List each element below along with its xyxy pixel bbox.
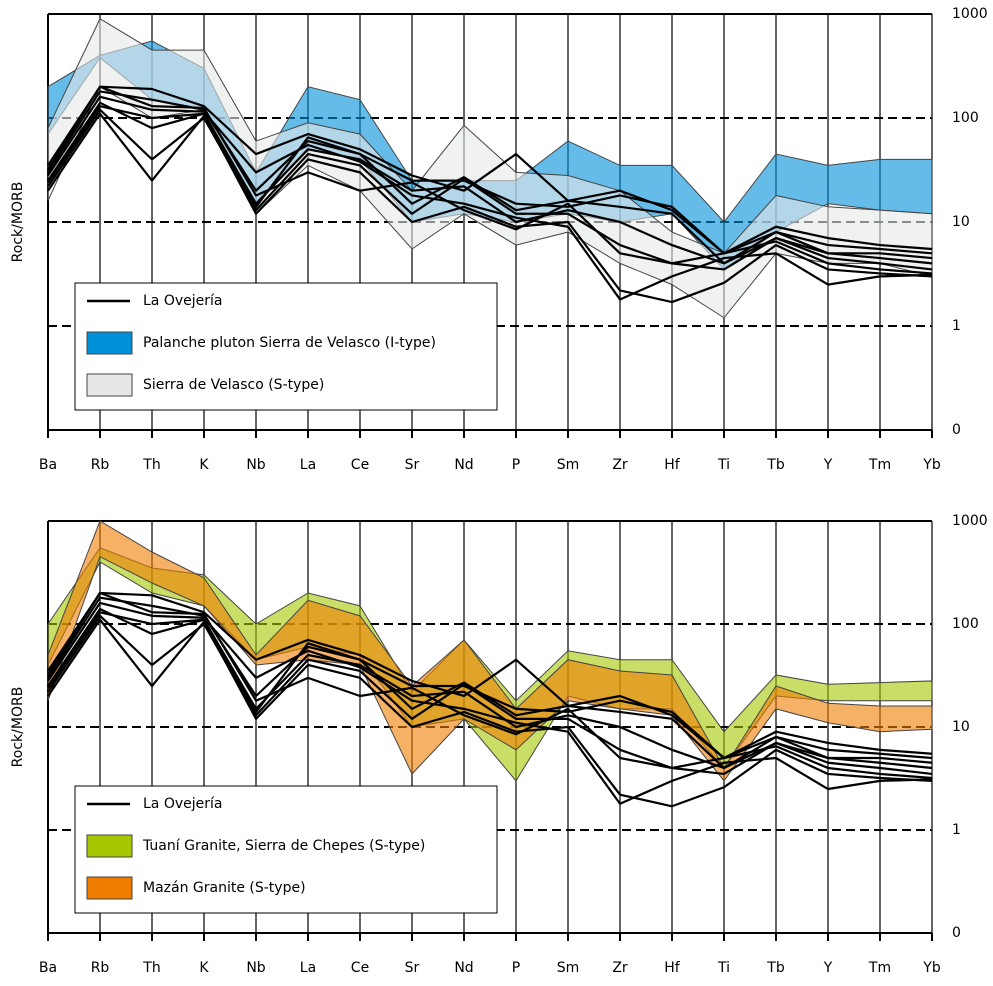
- sample-line: [47, 611, 933, 770]
- legend-swatch: [86, 834, 133, 858]
- sample-line: [47, 105, 933, 265]
- x-tick-label: Tm: [868, 960, 891, 976]
- x-tick-label: P: [512, 960, 520, 976]
- x-tick-label: Nb: [246, 457, 265, 473]
- x-tick-label: Zr: [612, 457, 628, 473]
- y-tick-label: 0: [952, 925, 961, 941]
- x-tick-label: K: [199, 960, 209, 976]
- sample-line: [47, 95, 933, 301]
- x-tick-label: Nb: [246, 960, 265, 976]
- x-tick-label: Tb: [766, 457, 785, 473]
- sample-line: [47, 591, 933, 780]
- x-tick-label: Hf: [664, 960, 681, 976]
- x-tick-label: Nd: [454, 960, 473, 976]
- legend-label: La Ovejería: [143, 293, 222, 309]
- sample-line: [47, 112, 933, 304]
- y-axis-label: Rock/MORB: [10, 182, 26, 263]
- y-tick-label: 1000: [952, 513, 988, 529]
- sample-line: [47, 85, 933, 255]
- legend-label: La Ovejería: [143, 796, 222, 812]
- x-tick-label: Rb: [91, 457, 110, 473]
- x-tick-label: Sr: [405, 457, 420, 473]
- y-tick-label: 1: [952, 822, 961, 838]
- legend-label: Sierra de Velasco (S-type): [143, 377, 324, 393]
- legend-label: Palanche pluton Sierra de Velasco (I-typ…: [143, 335, 436, 351]
- x-tick-label: K: [199, 457, 209, 473]
- x-tick-label: Y: [823, 960, 833, 976]
- legend-box: [74, 785, 498, 914]
- x-tick-label: Ce: [351, 960, 369, 976]
- legend-swatch: [86, 331, 133, 355]
- sample-line: [47, 618, 933, 808]
- x-tick-label: Ba: [39, 960, 57, 976]
- x-tick-label: Y: [823, 457, 833, 473]
- legend-label: Tuaní Granite, Sierra de Chepes (S-type): [142, 838, 425, 854]
- x-tick-label: Sm: [557, 960, 580, 976]
- y-tick-label: 1000: [952, 6, 988, 22]
- legend-label: Mazán Granite (S-type): [143, 880, 306, 896]
- x-tick-label: Yb: [922, 960, 941, 976]
- legend-box: [74, 282, 498, 411]
- x-tick-label: Th: [142, 960, 160, 976]
- legend-swatch: [86, 876, 133, 900]
- legend-swatch: [86, 373, 133, 397]
- y-tick-label: 100: [952, 110, 979, 126]
- y-tick-label: 10: [952, 719, 970, 735]
- y-tick-label: 100: [952, 616, 979, 632]
- sample-line: [47, 591, 933, 760]
- x-tick-label: Nd: [454, 457, 473, 473]
- x-tick-label: Zr: [612, 960, 628, 976]
- y-tick-label: 0: [952, 422, 961, 438]
- x-tick-label: Hf: [664, 457, 681, 473]
- x-tick-label: Tb: [766, 960, 785, 976]
- x-tick-label: Th: [142, 457, 160, 473]
- y-tick-label: 10: [952, 214, 970, 230]
- sample-line: [47, 85, 933, 275]
- x-tick-label: Tm: [868, 457, 891, 473]
- x-tick-label: La: [300, 457, 316, 473]
- x-tick-label: Ti: [717, 457, 730, 473]
- sample-line: [47, 601, 933, 805]
- y-axis-label: Rock/MORB: [10, 687, 26, 768]
- x-tick-label: Ba: [39, 457, 57, 473]
- x-tick-label: Rb: [91, 960, 110, 976]
- x-tick-label: P: [512, 457, 520, 473]
- x-tick-label: Sr: [405, 960, 420, 976]
- x-tick-label: La: [300, 960, 316, 976]
- x-tick-label: Yb: [922, 457, 941, 473]
- y-tick-label: 1: [952, 318, 961, 334]
- x-tick-label: Sm: [557, 457, 580, 473]
- x-tick-label: Ce: [351, 457, 369, 473]
- x-tick-label: Ti: [717, 960, 730, 976]
